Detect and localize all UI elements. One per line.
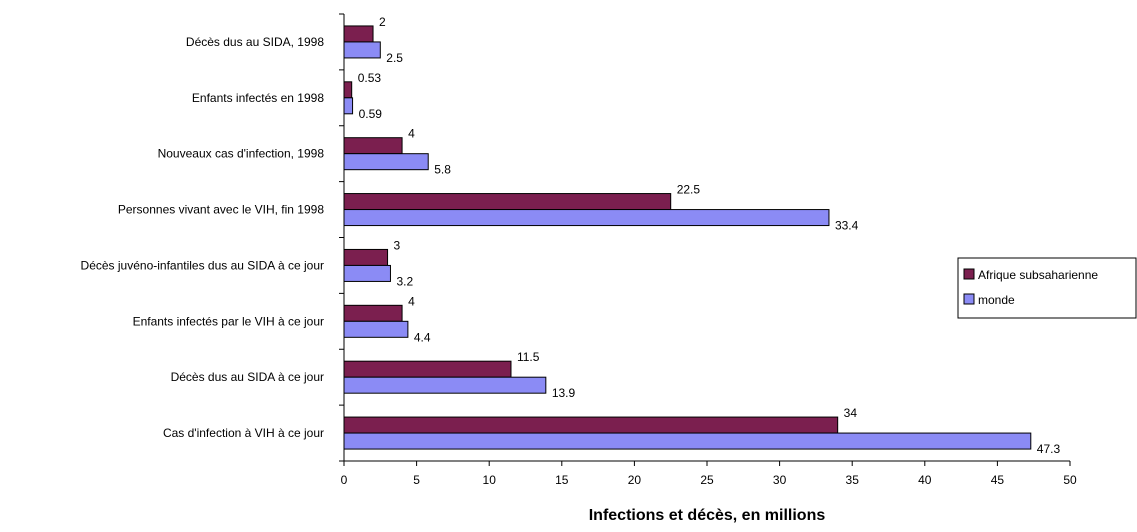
bar-afrique-subsaharienne: [343, 25, 374, 43]
x-axis-title: Infections et décès, en millions: [589, 507, 826, 524]
legend-swatch: [963, 293, 975, 305]
x-tick-label: 5: [413, 473, 420, 487]
bar-monde: [343, 209, 830, 227]
bar-afrique-subsaharienne: [343, 193, 672, 211]
data-label: 33.4: [835, 219, 859, 233]
data-label: 0.59: [359, 107, 383, 121]
bar-monde: [343, 264, 391, 282]
x-tick-label: 10: [483, 473, 497, 487]
category-label: Décès juvéno-infantiles dus au SIDA à ce…: [81, 258, 324, 272]
bar-monde: [343, 432, 1032, 450]
bar-afrique-subsaharienne: [343, 304, 403, 322]
plot-area: 0 5 10 15 20 25 30 35 40 45 50 Décès dus au SIDA, 1…: [81, 13, 1077, 487]
legend-label: monde: [978, 293, 1015, 307]
x-tick-label: 25: [700, 473, 714, 487]
category-label: Personnes vivant avec le VIH, fin 1998: [118, 203, 324, 217]
bar-monde: [343, 153, 429, 171]
bar-monde: [343, 41, 381, 59]
category-label: Enfants infectés par le VIH à ce jour: [133, 314, 324, 328]
data-label: 3.2: [396, 274, 413, 288]
legend-box: [957, 257, 1137, 319]
category-label: Nouveaux cas d'infection, 1998: [158, 147, 325, 161]
data-label: 2: [379, 15, 386, 29]
category-label: Décès dus au SIDA, 1998: [186, 35, 324, 49]
bar-afrique-subsaharienne: [343, 137, 403, 155]
bar-monde: [343, 376, 547, 394]
legend-swatch: [963, 268, 975, 280]
bar-monde: [343, 320, 409, 338]
data-label: 5.8: [434, 163, 451, 177]
data-label: 4: [408, 127, 415, 141]
data-label: 47.3: [1037, 442, 1061, 456]
category-label: Enfants infectés en 1998: [192, 91, 324, 105]
data-label: 34: [844, 406, 858, 420]
x-tick-label: 30: [773, 473, 787, 487]
bar-afrique-subsaharienne: [343, 81, 353, 99]
category-label: Cas d'infection à VIH à ce jour: [163, 426, 324, 440]
legend: Afrique subsaharienne monde: [957, 257, 1137, 319]
data-label: 4: [408, 294, 415, 308]
legend-label: Afrique subsaharienne: [978, 268, 1098, 282]
bar-monde: [343, 97, 354, 115]
x-tick-label: 20: [628, 473, 642, 487]
x-tick-label: 45: [991, 473, 1005, 487]
data-label: 13.9: [552, 386, 576, 400]
x-tick-label: 0: [341, 473, 348, 487]
x-tick-label: 35: [846, 473, 860, 487]
data-label: 2.5: [386, 51, 403, 65]
category-label: Décès dus au SIDA à ce jour: [171, 370, 324, 384]
x-tick-label: 15: [555, 473, 569, 487]
x-tick-label: 50: [1063, 473, 1077, 487]
data-label: 3: [394, 238, 401, 252]
bar-afrique-subsaharienne: [343, 248, 389, 266]
data-label: 11.5: [517, 350, 540, 364]
x-tick-label: 40: [918, 473, 932, 487]
data-label: 22.5: [677, 183, 701, 197]
bar-afrique-subsaharienne: [343, 416, 839, 434]
data-label: 4.4: [414, 330, 431, 344]
bar-afrique-subsaharienne: [343, 360, 512, 378]
data-label: 0.53: [358, 71, 382, 85]
